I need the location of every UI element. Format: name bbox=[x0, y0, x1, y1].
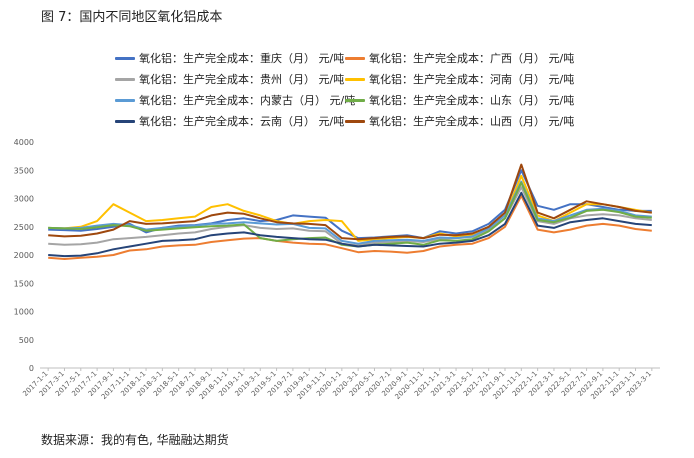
legend-swatch bbox=[115, 77, 135, 81]
legend-swatch bbox=[345, 98, 365, 102]
x-axis: 2017-1-12017-3-12017-5-12017-7-12017-9-1… bbox=[21, 367, 660, 401]
legend-label: 氧化铝：生产完全成本：山西（月） 元/吨 bbox=[369, 115, 575, 128]
y-tick-label: 2500 bbox=[14, 223, 34, 232]
legend-label: 氧化铝：生产完全成本：贵州（月） 元/吨 bbox=[139, 73, 345, 86]
legend-swatch bbox=[345, 56, 365, 60]
legend-item: 氧化铝：生产完全成本：贵州（月） 元/吨 bbox=[115, 71, 344, 87]
series-line-8 bbox=[48, 163, 652, 241]
y-tick-label: 3000 bbox=[14, 195, 34, 204]
series-line-2 bbox=[48, 194, 652, 260]
legend-label: 氧化铝：生产完全成本：广西（月） 元/吨 bbox=[369, 52, 575, 65]
legend-swatch bbox=[115, 119, 135, 123]
legend-item: 氧化铝：生产完全成本：广西（月） 元/吨 bbox=[345, 50, 574, 66]
series-line-5 bbox=[48, 180, 652, 245]
legend-label: 氧化铝：生产完全成本：山东（月） 元/吨 bbox=[369, 94, 575, 107]
legend-label: 氧化铝：生产完全成本：内蒙古（月） 元/吨 bbox=[139, 94, 356, 107]
legend-swatch bbox=[115, 56, 135, 60]
legend-item: 氧化铝：生产完全成本：内蒙古（月） 元/吨 bbox=[115, 92, 355, 108]
y-tick-label: 1500 bbox=[14, 279, 34, 288]
legend-swatch bbox=[345, 119, 365, 123]
y-tick-label: 3500 bbox=[14, 166, 34, 175]
series-line-1 bbox=[48, 169, 652, 240]
data-source-note: 数据来源：我的有色, 华融融达期货 bbox=[41, 433, 229, 447]
legend-item: 氧化铝：生产完全成本：河南（月） 元/吨 bbox=[345, 71, 574, 87]
legend-item: 氧化铝：生产完全成本：山东（月） 元/吨 bbox=[345, 92, 574, 108]
y-tick-label: 4000 bbox=[14, 138, 34, 147]
legend-label: 氧化铝：生产完全成本：云南（月） 元/吨 bbox=[139, 115, 345, 128]
y-tick-label: 2000 bbox=[14, 251, 34, 260]
y-tick-label: 500 bbox=[19, 336, 34, 345]
legend-item: 氧化铝：生产完全成本：云南（月） 元/吨 bbox=[115, 113, 344, 129]
series-group bbox=[48, 163, 652, 260]
legend-swatch bbox=[115, 98, 135, 102]
legend-item: 氧化铝：生产完全成本：重庆（月） 元/吨 bbox=[115, 50, 344, 66]
y-axis: 0 500 1000 1500 2000 2500 3000 3500 4000 bbox=[14, 138, 34, 373]
legend-label: 氧化铝：生产完全成本：河南（月） 元/吨 bbox=[369, 73, 575, 86]
figure-title: 图 7：国内不同地区氧化铝成本 bbox=[41, 10, 223, 25]
legend-item: 氧化铝：生产完全成本：山西（月） 元/吨 bbox=[345, 113, 574, 129]
legend-label: 氧化铝：生产完全成本：重庆（月） 元/吨 bbox=[139, 52, 345, 65]
y-tick-label: 1000 bbox=[14, 308, 34, 317]
legend-swatch bbox=[345, 77, 365, 81]
y-tick-label: 0 bbox=[29, 364, 34, 373]
series-line-7 bbox=[48, 191, 652, 258]
